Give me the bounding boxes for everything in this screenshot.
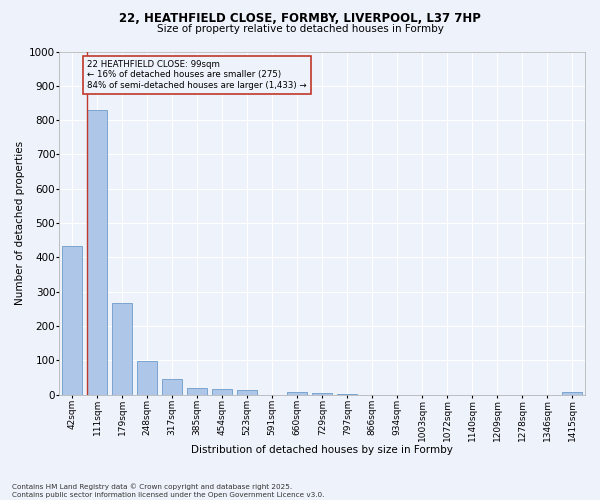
Bar [112, 302, 132, 394]
Bar [287, 392, 307, 394]
Bar [62, 246, 82, 394]
Bar [187, 388, 207, 394]
Y-axis label: Number of detached properties: Number of detached properties [15, 141, 25, 305]
Bar [137, 362, 157, 394]
Bar [162, 380, 182, 394]
Text: Contains HM Land Registry data © Crown copyright and database right 2025.
Contai: Contains HM Land Registry data © Crown c… [12, 484, 325, 498]
Bar [562, 392, 583, 394]
Text: 22, HEATHFIELD CLOSE, FORMBY, LIVERPOOL, L37 7HP: 22, HEATHFIELD CLOSE, FORMBY, LIVERPOOL,… [119, 12, 481, 24]
Bar [212, 390, 232, 394]
Bar [87, 110, 107, 395]
X-axis label: Distribution of detached houses by size in Formby: Distribution of detached houses by size … [191, 445, 453, 455]
Text: Size of property relative to detached houses in Formby: Size of property relative to detached ho… [157, 24, 443, 34]
Bar [312, 393, 332, 394]
Text: 22 HEATHFIELD CLOSE: 99sqm
← 16% of detached houses are smaller (275)
84% of sem: 22 HEATHFIELD CLOSE: 99sqm ← 16% of deta… [88, 60, 307, 90]
Bar [237, 390, 257, 394]
